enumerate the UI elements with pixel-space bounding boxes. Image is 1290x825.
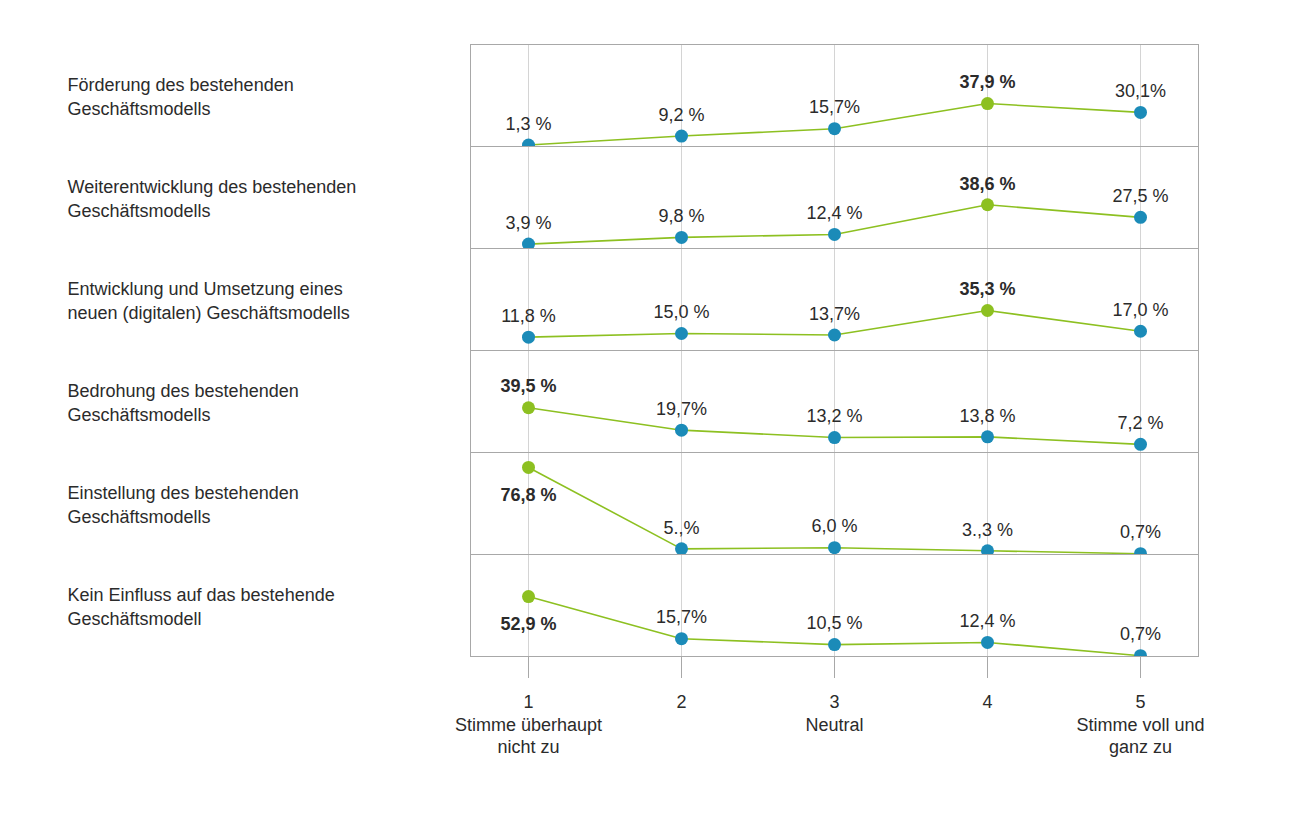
svg-text:Förderung des bestehendenGesch: Förderung des bestehendenGeschäftsmodell… [68, 75, 294, 119]
svg-text:38,6 %: 38,6 % [959, 174, 1015, 194]
svg-text:13,2 %: 13,2 % [806, 406, 862, 426]
svg-text:13,8 %: 13,8 % [959, 406, 1015, 426]
svg-text:3,9 %: 3,9 % [505, 213, 551, 233]
svg-text:3Neutral: 3Neutral [805, 692, 863, 735]
svg-text:Kein Einfluss auf das bestehen: Kein Einfluss auf das bestehendeGeschäft… [68, 585, 335, 629]
svg-text:9,8 %: 9,8 % [658, 206, 704, 226]
svg-text:1,3 %: 1,3 % [505, 114, 551, 134]
svg-text:10,5 %: 10,5 % [806, 613, 862, 633]
svg-text:7,2 %: 7,2 % [1117, 413, 1163, 433]
svg-text:9,2 %: 9,2 % [658, 105, 704, 125]
svg-text:2: 2 [676, 692, 686, 712]
svg-text:12,4 %: 12,4 % [806, 203, 862, 223]
svg-text:52,9 %: 52,9 % [500, 614, 556, 634]
svg-text:30,1%: 30,1% [1115, 81, 1166, 101]
svg-text:76,8 %: 76,8 % [500, 485, 556, 505]
svg-text:19,7%: 19,7% [656, 399, 707, 419]
svg-text:Bedrohung des bestehendenGesch: Bedrohung des bestehendenGeschäftsmodell… [68, 381, 299, 425]
svg-text:6,0 %: 6,0 % [811, 516, 857, 536]
svg-text:15,7%: 15,7% [809, 97, 860, 117]
svg-text:12,4 %: 12,4 % [959, 611, 1015, 631]
svg-text:37,9 %: 37,9 % [959, 72, 1015, 92]
svg-text:Einstellung des bestehendenGes: Einstellung des bestehendenGeschäftsmode… [68, 483, 299, 527]
svg-text:0,7%: 0,7% [1120, 522, 1161, 542]
svg-text:1Stimme überhauptnicht zu: 1Stimme überhauptnicht zu [455, 692, 602, 757]
svg-text:15,0 %: 15,0 % [653, 302, 709, 322]
svg-text:4: 4 [982, 692, 992, 712]
svg-text:35,3 %: 35,3 % [959, 279, 1015, 299]
svg-text:3.,3 %: 3.,3 % [962, 520, 1013, 540]
svg-text:5.,%: 5.,% [663, 518, 699, 538]
svg-text:15,7%: 15,7% [656, 607, 707, 627]
svg-text:Entwicklung und Umsetzung eine: Entwicklung und Umsetzung einesneuen (di… [68, 279, 350, 323]
svg-text:5Stimme voll undganz zu: 5Stimme voll undganz zu [1076, 692, 1204, 757]
svg-text:11,8 %: 11,8 % [501, 306, 556, 326]
svg-text:39,5 %: 39,5 % [500, 376, 556, 396]
svg-text:13,7%: 13,7% [809, 304, 860, 324]
svg-text:0,7%: 0,7% [1120, 624, 1161, 644]
svg-text:27,5 %: 27,5 % [1112, 186, 1168, 206]
svg-text:Weiterentwicklung des bestehen: Weiterentwicklung des bestehendenGeschäf… [68, 177, 357, 221]
svg-text:17,0 %: 17,0 % [1112, 300, 1168, 320]
